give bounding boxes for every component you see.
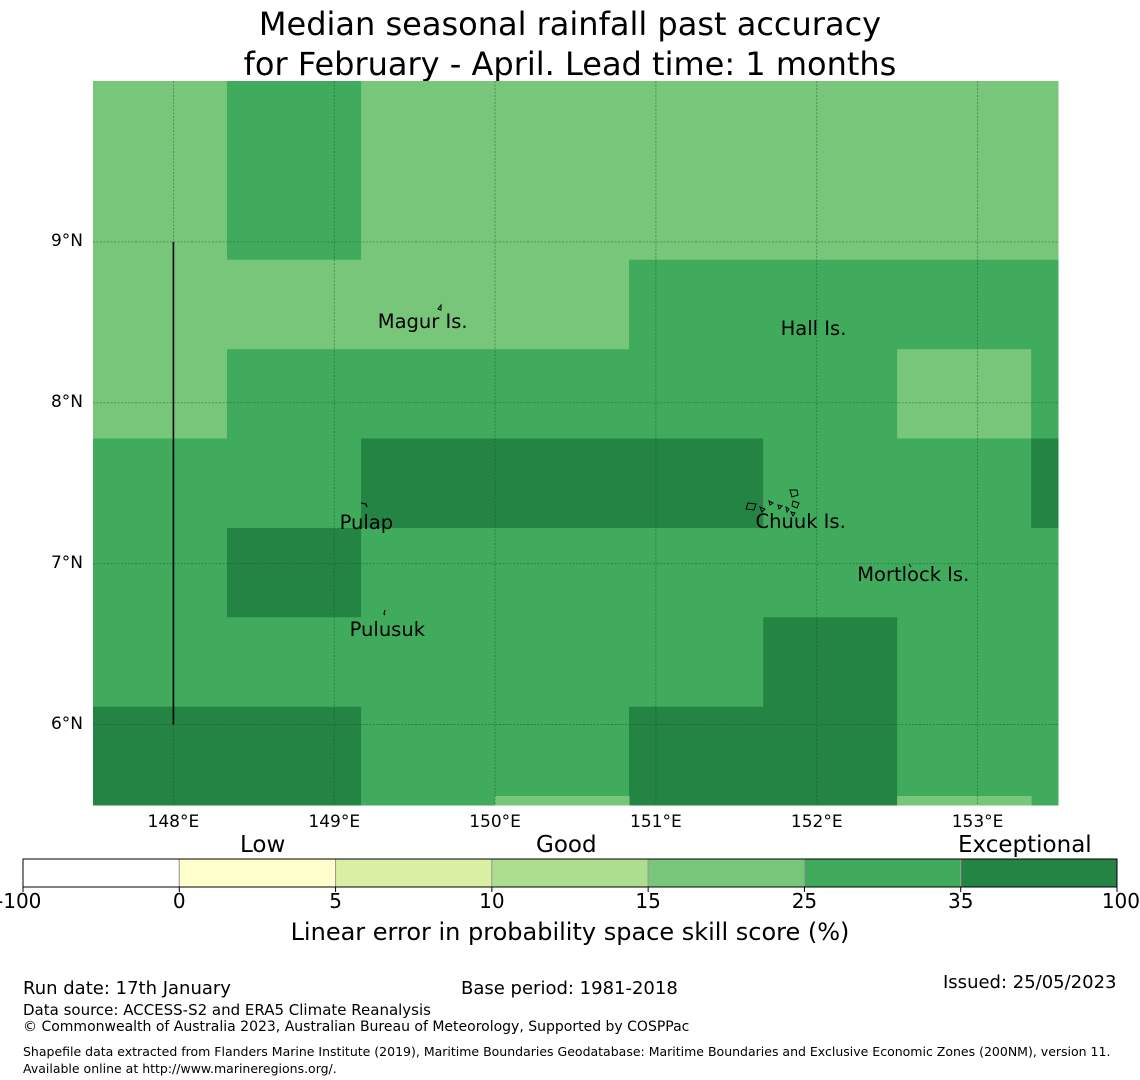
colorbar-tick-label: 10 <box>479 889 505 913</box>
lon-tick-label: 148°E <box>147 812 200 832</box>
colorbar-frame <box>22 858 1118 888</box>
colorbar-tick-label: 25 <box>791 889 818 913</box>
skill-cell <box>763 617 898 708</box>
skill-cell <box>226 259 630 350</box>
skill-cell <box>226 81 362 261</box>
title-line-1: Median seasonal rainfall past accuracy <box>258 5 882 43</box>
place-label: Hall Is. <box>780 316 847 340</box>
data-source: Data source: ACCESS-S2 and ERA5 Climate … <box>23 1001 431 1019</box>
skill-cell <box>495 795 630 806</box>
skill-cells <box>93 81 1059 806</box>
place-label: Pulap <box>339 511 394 535</box>
lat-tick-label: 6°N <box>50 713 83 734</box>
island-outlines <box>360 303 912 616</box>
issued-date: Issued: 25/05/2023 <box>943 972 1117 993</box>
colorbar-tick-label: -100 <box>0 889 42 913</box>
graticule <box>93 81 1058 805</box>
lon-tick-label: 150°E <box>469 812 521 832</box>
skill-cell <box>93 706 362 806</box>
place-label: Mortlock Is. <box>857 562 970 586</box>
copyright-notice: © Commonwealth of Australia 2023, Austra… <box>23 1019 690 1035</box>
colorbar-bin <box>335 858 493 888</box>
colorbar-tick-label: 100 <box>1101 889 1140 913</box>
pulusuk-island-outline <box>383 609 386 616</box>
lat-tick-label: 8°N <box>50 391 83 412</box>
lon-tick-label: 152°E <box>790 812 843 832</box>
colorbar-bin <box>647 858 805 888</box>
colorbar-tick-label: 0 <box>172 889 186 913</box>
colorbar-bin <box>960 858 1118 888</box>
skill-cell <box>93 438 362 529</box>
magur-island-outline <box>437 303 442 311</box>
colorbar-bin <box>491 858 649 888</box>
colorbar-bin <box>178 858 337 888</box>
run-date: Run date: 17th January <box>23 978 231 999</box>
skill-cell <box>226 527 362 618</box>
colorbar <box>22 858 1118 892</box>
skill-cell <box>763 438 1032 529</box>
skill-cell <box>897 349 1032 439</box>
category-good: Good <box>536 832 597 858</box>
skill-cell <box>361 438 764 529</box>
colorbar-tick-label: 15 <box>635 889 661 913</box>
colorbar-tick-label: 5 <box>329 889 342 913</box>
category-exceptional: Exceptional <box>958 832 1092 858</box>
skill-cell <box>226 349 898 439</box>
skill-cell <box>93 527 228 708</box>
chuuk-lagoon-outline <box>745 489 800 517</box>
skill-cell <box>93 81 228 439</box>
colorbar-bin <box>22 858 180 888</box>
skill-cell <box>629 259 1059 350</box>
skill-cell <box>1031 438 1059 529</box>
lon-tick-label: 151°E <box>630 812 682 832</box>
colorbar-label: Linear error in probability space skill … <box>290 918 850 946</box>
pulap-island-outline <box>360 502 368 508</box>
place-label: Chuuk Is. <box>755 509 846 533</box>
colorbar-bin <box>803 858 962 888</box>
skill-cell <box>1031 349 1059 439</box>
category-low: Low <box>240 832 286 858</box>
lon-tick-label: 149°E <box>308 812 361 832</box>
base-period: Base period: 1981-2018 <box>461 978 678 999</box>
lon-tick-label: 153°E <box>951 812 1004 832</box>
colorbar-tick-label: 35 <box>947 889 974 913</box>
shapefile-credit: Shapefile data extracted from Flanders M… <box>23 1044 1111 1076</box>
mortlock-island-outline <box>908 563 912 568</box>
skill-cell <box>361 527 1059 618</box>
skill-cell <box>897 795 1032 806</box>
skill-cell <box>629 706 898 806</box>
lat-tick-label: 9°N <box>50 230 83 251</box>
place-label: Pulusuk <box>349 617 425 641</box>
skill-cell <box>361 81 1059 261</box>
map-title: Median seasonal rainfall past accuracy f… <box>0 4 1140 84</box>
place-label: Magur Is. <box>377 310 468 334</box>
title-line-2: for February - April. Lead time: 1 month… <box>243 45 897 83</box>
lat-tick-label: 7°N <box>50 552 83 573</box>
